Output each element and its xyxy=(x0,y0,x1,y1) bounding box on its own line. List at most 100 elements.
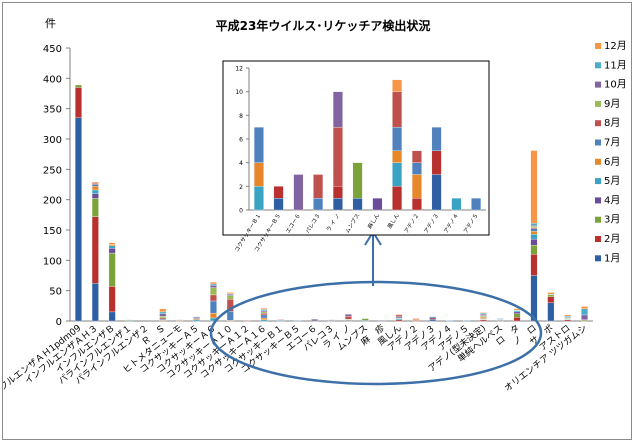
bar-segment xyxy=(530,234,538,240)
bar-segment xyxy=(226,311,234,321)
bar-segment xyxy=(260,311,268,314)
bar-segment xyxy=(210,283,217,286)
inset-bar-segment xyxy=(411,162,422,175)
legend-swatch xyxy=(595,120,601,127)
bar-segment xyxy=(91,184,99,187)
bar-segment xyxy=(210,300,217,314)
bar-segment xyxy=(530,238,538,246)
bar-segment xyxy=(91,183,99,185)
main-bars xyxy=(75,84,588,322)
bar-segment xyxy=(530,227,538,229)
inset-y-tick-label: 0 xyxy=(239,208,243,215)
inset-y-tick-label: 12 xyxy=(235,66,243,73)
bar-segment xyxy=(125,319,133,321)
bar-segment xyxy=(159,311,167,314)
legend-swatch xyxy=(595,178,601,185)
bar-segment xyxy=(260,314,268,319)
bar-segment xyxy=(530,224,538,227)
bar-segment xyxy=(446,320,453,322)
bar-segment xyxy=(159,308,167,313)
legend-swatch xyxy=(595,43,601,49)
bar-segment xyxy=(479,319,487,322)
bar-segment xyxy=(530,228,538,232)
bar-segment xyxy=(226,294,234,296)
legend-label: 9月 xyxy=(604,98,620,110)
bar-segment xyxy=(530,231,538,235)
bar-segment xyxy=(513,313,521,318)
chart-title: 平成23年ウイルス･リケッチア検出状況 xyxy=(216,18,431,33)
bar-segment xyxy=(91,189,99,194)
bar-segment xyxy=(260,308,268,310)
inset-bar-segment xyxy=(273,198,284,211)
inset-y-tick-label: 4 xyxy=(239,160,243,167)
bar-segment xyxy=(108,248,116,254)
bar-segment xyxy=(193,316,200,318)
y-tick-label: 150 xyxy=(43,226,62,237)
bar-segment xyxy=(328,319,335,321)
bar-segment xyxy=(479,312,487,314)
bar-segment xyxy=(260,310,268,313)
bar-segment xyxy=(530,150,538,224)
inset-bar-segment xyxy=(332,127,343,187)
legend-swatch xyxy=(595,158,601,165)
y-axis-unit-label: 件 xyxy=(45,17,56,30)
inset-y-tick-label: 8 xyxy=(239,113,243,120)
legend-swatch xyxy=(595,100,601,107)
bar-segment xyxy=(547,302,555,322)
bar-segment xyxy=(395,319,403,322)
bar-segment xyxy=(361,318,369,321)
bar-segment xyxy=(210,312,217,319)
bar-segment xyxy=(564,319,572,322)
inset-bar-segment xyxy=(392,79,403,92)
legend-swatch xyxy=(595,197,601,204)
inset-bar-segment xyxy=(293,174,304,211)
bar-segment xyxy=(91,198,99,217)
bar-segment xyxy=(395,316,403,319)
bar-segment xyxy=(378,320,386,322)
inset-bar-segment xyxy=(431,150,442,175)
bar-segment xyxy=(479,314,487,316)
bar-segment xyxy=(530,275,538,322)
inset-bar-segment xyxy=(392,127,403,151)
bar-segment xyxy=(547,292,555,295)
bar-segment xyxy=(547,294,555,297)
bar-segment xyxy=(193,317,200,319)
inset-highlight-ellipse xyxy=(209,280,543,386)
bar-segment xyxy=(344,314,352,317)
bar-segment xyxy=(260,309,268,311)
bar-segment xyxy=(581,308,588,316)
bar-segment xyxy=(91,181,99,184)
bar-segment xyxy=(294,320,302,322)
bar-segment xyxy=(412,318,420,320)
bar-segment xyxy=(564,315,572,318)
inset-bar-segment xyxy=(332,198,343,211)
bar-segment xyxy=(530,254,538,276)
bar-segment xyxy=(395,314,403,317)
legend-swatch xyxy=(595,139,601,146)
bar-segment xyxy=(210,287,217,296)
bar-segment xyxy=(581,314,588,320)
inset-bar-segment xyxy=(332,186,343,199)
legend-label: 3月 xyxy=(604,214,620,226)
bar-segment xyxy=(91,283,99,322)
inset-bar-segment xyxy=(431,127,442,151)
bar-segment xyxy=(479,317,487,319)
bar-segment xyxy=(513,310,521,313)
inset-bar-segment xyxy=(332,91,343,128)
inset-bar-segment xyxy=(431,174,442,211)
bar-segment xyxy=(277,319,285,320)
legend-swatch xyxy=(595,62,601,69)
bar-segment xyxy=(530,245,538,255)
bar-segment xyxy=(108,244,116,246)
bar-segment xyxy=(513,311,521,314)
bar-segment xyxy=(75,87,82,118)
inset-y-tick-label: 6 xyxy=(239,137,243,144)
bar-segment xyxy=(463,320,470,322)
bar-segment xyxy=(226,292,234,294)
y-tick-label: 0 xyxy=(56,317,62,328)
inset-axes: 0 2 4 6 8 10 12 xyxy=(235,66,486,215)
bar-segment xyxy=(193,319,200,322)
y-tick-label: 400 xyxy=(43,74,62,85)
y-tick-label: 100 xyxy=(43,256,62,267)
